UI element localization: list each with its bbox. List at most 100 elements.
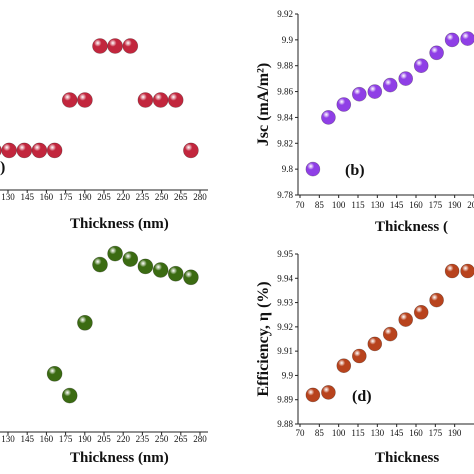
data-point (77, 314, 93, 331)
data-point (444, 263, 460, 279)
y-axis-title: Jsc (mA/m²) (255, 63, 272, 146)
x-tick-label: 250 (155, 192, 169, 202)
data-point (16, 142, 33, 159)
x-tick-label: 115 (351, 428, 365, 438)
y-tick-label: 9.89 (277, 395, 293, 405)
y-tick-label: 9.91 (277, 346, 293, 356)
data-point (351, 86, 367, 102)
x-tick-label: 280 (193, 192, 207, 202)
x-tick-label: 70 (296, 428, 306, 438)
x-tick-label: 190 (448, 200, 462, 210)
data-point (413, 58, 429, 73)
data-point (429, 45, 444, 61)
x-tick-label: 235 (136, 434, 150, 444)
x-tick-label: 70 (296, 200, 306, 210)
data-point (398, 312, 414, 327)
data-point (107, 38, 123, 54)
x-axis-title: Thickness (nm) (70, 216, 169, 232)
x-tick-label: 190 (448, 428, 462, 438)
data-point (137, 258, 154, 275)
x-tick-label: 130 (371, 200, 385, 210)
data-point (413, 304, 429, 320)
x-tick-label: 130 (371, 428, 385, 438)
panel-label: (d) (352, 388, 372, 405)
data-point (398, 71, 414, 86)
x-tick-label: 130 (1, 192, 15, 202)
panel-b: 70 85 100 115 130 145 160 175 190 205 9.78 9.8 9.82 9… (255, 9, 474, 235)
data-point (183, 142, 199, 159)
y-tick-label: 9.9 (282, 35, 294, 45)
y-tick-label: 9.94 (277, 273, 293, 283)
data-point (167, 265, 184, 282)
x-tick-label: 115 (351, 200, 365, 210)
data-point (152, 92, 169, 108)
data-point (137, 92, 154, 108)
data-point (46, 365, 63, 382)
data-point (351, 348, 367, 364)
data-point (92, 38, 108, 54)
x-tick-label: 160 (409, 200, 423, 210)
x-tick-label: 175 (59, 434, 73, 444)
data-point (46, 142, 63, 159)
data-point (367, 84, 383, 99)
x-tick-label: 145 (20, 434, 34, 444)
data-point (122, 251, 139, 267)
data-point (460, 31, 474, 46)
data-point (336, 358, 352, 374)
x-tick-label: 220 (116, 192, 130, 202)
data-point (305, 387, 321, 403)
x-tick-label: 265 (174, 192, 188, 202)
data-point (92, 256, 108, 273)
x-tick-label: 205 (97, 192, 111, 202)
x-axis-title: Thickness (nm) (70, 450, 169, 466)
data-point (305, 161, 321, 177)
x-tick-label: 190 (78, 434, 92, 444)
data-point (321, 385, 336, 400)
x-tick-label: 145 (20, 192, 34, 202)
x-tick-label: 100 (332, 200, 346, 210)
data-point (31, 142, 48, 159)
x-tick-label: 175 (59, 192, 73, 202)
y-tick-label: 9.8 (282, 164, 294, 174)
x-tick-label: 100 (332, 428, 346, 438)
data-point (429, 292, 444, 308)
x-tick-label: 280 (193, 434, 207, 444)
y-tick-label: 9.88 (277, 419, 293, 429)
y-tick-label: 9.93 (277, 298, 293, 308)
data-point (382, 77, 398, 93)
data-point (167, 92, 184, 108)
x-tick-label: 190 (78, 192, 92, 202)
data-point (1, 142, 17, 159)
x-tick-label: 145 (390, 200, 404, 210)
data-point (460, 263, 474, 279)
data-point (0, 145, 2, 156)
x-tick-label: 160 (409, 428, 423, 438)
panel-label: (b) (345, 162, 365, 179)
y-tick-label: 9.9 (282, 370, 294, 380)
x-tick-label: 175 (429, 428, 443, 438)
y-axis-title: Efficiency, η (%) (255, 281, 272, 396)
data-point (77, 92, 93, 108)
data-point (61, 92, 78, 108)
y-tick-label: 9.78 (277, 190, 293, 200)
x-axis-title: Thickness (375, 450, 439, 466)
panel-d: 70 85 100 115 130 145 160 175 190 9.88 9.89 9.9 9.91… (255, 249, 474, 466)
x-tick-label: 205 (467, 200, 474, 210)
x-tick-label: 235 (136, 192, 150, 202)
data-point (152, 262, 169, 278)
data-point (321, 110, 336, 125)
x-tick-label: 250 (155, 434, 169, 444)
x-axis-title: Thickness ( (375, 219, 448, 235)
data-point (382, 326, 398, 342)
x-tick-label: 145 (390, 428, 404, 438)
x-tick-label: 85 (315, 428, 325, 438)
x-tick-label: 130 (1, 434, 15, 444)
y-tick-label: 9.88 (277, 61, 293, 71)
x-tick-label: 205 (97, 434, 111, 444)
x-tick-label: 220 (116, 434, 130, 444)
x-tick-label: 160 (40, 192, 54, 202)
y-tick-label: 9.82 (277, 138, 293, 148)
panel-c: 130 145 160 175 190 205 220 235 250 265 280 Thickne… (0, 245, 208, 466)
data-point (183, 269, 199, 286)
